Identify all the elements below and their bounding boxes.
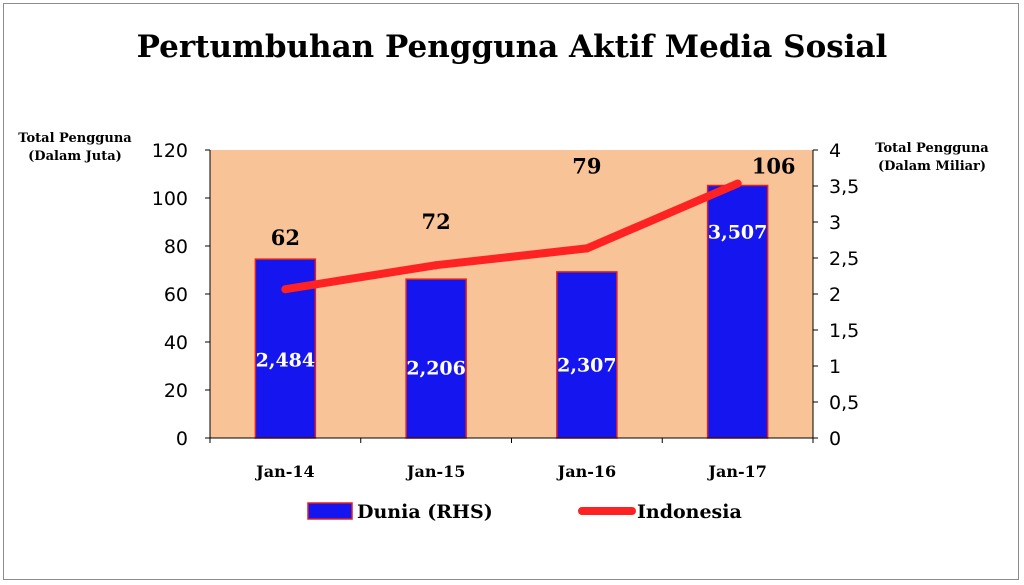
bar-data-label: 2,307 (557, 355, 617, 377)
y-right-tick-label: 4 (829, 140, 841, 162)
legend-swatch-dunia (307, 502, 353, 520)
bar-data-label: 2,484 (256, 349, 316, 371)
y-right-tick-label: 0 (829, 428, 841, 450)
x-tick-label: Jan-17 (706, 462, 766, 481)
y-right-tick-label: 2,5 (829, 248, 859, 270)
y-right-tick-label: 3 (829, 212, 841, 234)
line-point-indonesia (432, 261, 441, 270)
bar-dunia (405, 278, 467, 439)
line-data-label: 62 (271, 225, 300, 250)
y-left-title-line2: (Dalam Juta) (28, 149, 122, 164)
line-point-indonesia (582, 244, 591, 253)
y-left-tick-label: 100 (152, 188, 188, 210)
chart-title: Pertumbuhan Pengguna Aktif Media Sosial (137, 29, 888, 65)
y-left-tick-label: 0 (176, 428, 188, 450)
y-right-title-line1: Total Pengguna (875, 141, 989, 156)
y-right-tick-label: 0,5 (829, 392, 859, 414)
line-segment-indonesia (281, 261, 441, 294)
y-right-title-line2: (Dalam Miliar) (878, 159, 986, 174)
y-right-tick-label: 2 (829, 284, 841, 306)
line-data-label: 72 (422, 209, 451, 234)
x-tick-label: Jan-16 (556, 462, 616, 481)
y-left-tick-label: 20 (164, 380, 188, 402)
line-segment-indonesia (582, 179, 742, 253)
x-tick-label: Jan-15 (405, 462, 465, 481)
y-left-tick-label: 40 (164, 332, 188, 354)
legend-label-indonesia: Indonesia (637, 501, 742, 523)
line-point-indonesia (733, 179, 742, 188)
y-right-tick-label: 1,5 (829, 320, 859, 342)
legend: Dunia (RHS) Indonesia (307, 501, 742, 523)
x-tick-label: Jan-14 (254, 462, 314, 481)
line-segment-indonesia (432, 244, 591, 270)
line-data-label: 106 (752, 154, 796, 179)
bar-data-label: 3,507 (708, 222, 768, 244)
bar-data-label: 2,206 (406, 357, 466, 379)
y-left-tick-label: 80 (164, 236, 188, 258)
line-point-indonesia (281, 285, 290, 294)
y-right-tick-label: 1 (829, 356, 841, 378)
line-data-label: 79 (572, 153, 601, 178)
y-left-tick-label: 120 (152, 140, 188, 162)
y-right-tick-label: 3,5 (829, 176, 859, 198)
y-left-tick-label: 60 (164, 284, 188, 306)
legend-label-dunia: Dunia (RHS) (357, 501, 493, 523)
y-left-title-line1: Total Pengguna (18, 131, 132, 146)
